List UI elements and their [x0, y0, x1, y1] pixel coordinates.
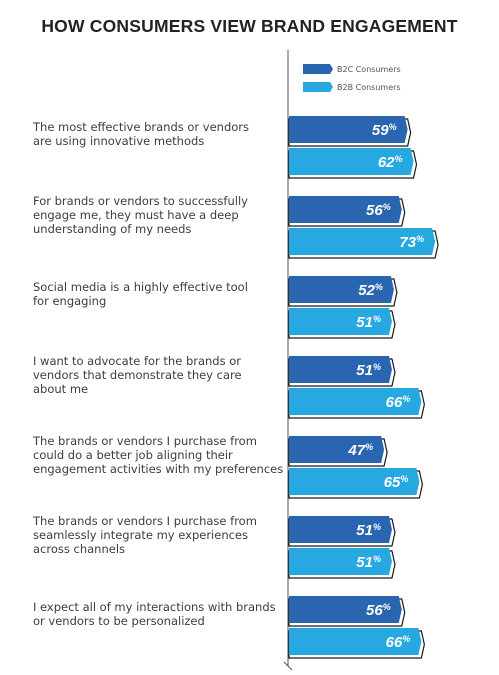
value-label: 62%	[378, 154, 403, 171]
category-label: The most effective brands or vendors are …	[32, 120, 249, 148]
category-label: For brands or vendors to successfully eng…	[33, 194, 248, 236]
legend: B2C Consumers B2B Consumers	[303, 64, 401, 92]
bar-b2c	[289, 436, 385, 463]
value-label: 52%	[358, 282, 383, 299]
legend-swatch	[303, 82, 333, 92]
bar-b2c	[289, 596, 402, 623]
legend-swatch	[303, 64, 333, 74]
legend-label: B2C Consumers	[337, 65, 401, 74]
category-label: I want to advocate for the brands or vend…	[33, 354, 242, 396]
bar-b2c	[289, 516, 392, 543]
value-label: 51%	[356, 314, 381, 331]
value-label: 66%	[386, 394, 411, 411]
category-label: The brands or vendors I purchase from sea…	[32, 514, 257, 556]
value-label: 66%	[386, 634, 411, 651]
bar-b2b	[289, 228, 436, 255]
legend-label: B2B Consumers	[337, 83, 401, 92]
bar-b2c	[289, 196, 402, 223]
value-label: 65%	[384, 474, 409, 491]
value-label: 56%	[366, 602, 391, 619]
value-label: 47%	[347, 442, 373, 459]
bar-b2c	[289, 276, 394, 303]
bar-b2b	[289, 468, 420, 495]
category-label: The brands or vendors I purchase from cou…	[32, 434, 283, 476]
value-label: 59%	[372, 122, 397, 139]
axis-end-mark	[283, 661, 293, 671]
bar-b2c	[289, 116, 408, 143]
bar-b2b	[289, 308, 392, 335]
chart-title: HOW CONSUMERS VIEW BRAND ENGAGEMENT	[41, 16, 458, 36]
bar-b2c	[289, 356, 392, 383]
category-label: Social media is a highly effective tool f…	[33, 280, 248, 308]
category-labels: The most effective brands or vendors are …	[32, 120, 283, 628]
value-label: 51%	[356, 554, 381, 571]
bar-b2b	[289, 548, 392, 575]
value-label: 51%	[356, 362, 381, 379]
value-label: 73%	[399, 234, 424, 251]
bars: 59% 62% 56% 73% 52% 51% 51% 66% 47% 65% 51% 51% 56% 6…	[288, 116, 439, 659]
value-label: 51%	[356, 522, 381, 539]
bar-b2b	[289, 628, 422, 655]
bar-b2b	[289, 388, 422, 415]
bar-b2b	[289, 148, 414, 175]
value-label: 56%	[366, 202, 391, 219]
category-label: I expect all of my interactions with bra…	[33, 600, 276, 628]
